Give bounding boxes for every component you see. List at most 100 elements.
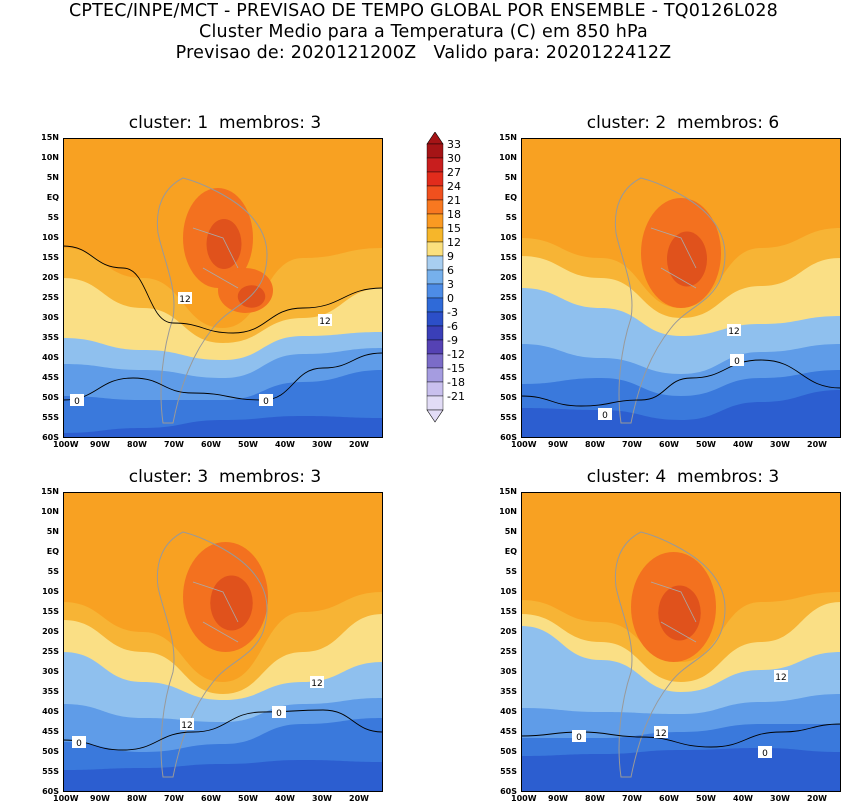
lat-tick-label: 40S <box>42 707 59 716</box>
lat-tick-label: 10S <box>500 587 517 596</box>
colorbar-top-arrow <box>426 132 444 145</box>
contour-label-box <box>774 670 788 682</box>
contour-label: 12 <box>179 295 190 305</box>
lat-tick-label: 10N <box>41 507 59 516</box>
colorbar-bottom-arrow <box>426 409 444 423</box>
lat-tick-label: 15S <box>500 253 517 262</box>
contour-line <box>521 359 841 407</box>
colorbar-label: -9 <box>447 334 458 347</box>
lat-tick-label: 45S <box>42 373 59 382</box>
lat-tick-label: 5N <box>46 527 59 536</box>
lat-tick-label: 20S <box>42 273 59 282</box>
country-borders <box>192 581 239 643</box>
contour-label-box <box>72 736 86 748</box>
lat-tick-label: 35S <box>42 687 59 696</box>
temperature-band <box>521 390 841 438</box>
lat-tick-label: 55S <box>500 413 517 422</box>
lat-tick-label: 5N <box>504 173 517 182</box>
contour-label-box <box>180 718 194 730</box>
lat-tick-label: 50S <box>500 747 517 756</box>
lat-tick-label: 40S <box>500 353 517 362</box>
colorbar-label: -15 <box>447 362 465 375</box>
lat-tick-label: 55S <box>42 767 59 776</box>
lon-tick-label: 50W <box>238 794 258 803</box>
lat-tick-label: 5S <box>47 567 59 576</box>
temperature-map: 12 12 0 0 <box>521 492 841 792</box>
header-line-2: Cluster Medio para a Temperatura (C) em … <box>199 22 648 42</box>
lon-tick-label: 60W <box>659 794 679 803</box>
temperature-band <box>63 416 383 438</box>
lon-tick-label: 50W <box>696 440 716 449</box>
lat-tick-label: 15N <box>499 487 517 496</box>
colorbar-swatch <box>426 185 444 201</box>
lon-tick-label: 50W <box>696 794 716 803</box>
lat-tick-label: 30S <box>42 667 59 676</box>
lat-tick-label: 50S <box>42 747 59 756</box>
contour-label: 0 <box>74 397 80 407</box>
map-frame <box>521 138 841 438</box>
lon-tick-label: 100W <box>53 440 79 449</box>
lon-tick-label: 50W <box>238 440 258 449</box>
coastline <box>614 531 726 778</box>
lon-tick-label: 20W <box>349 440 369 449</box>
contour-label-box <box>310 676 324 688</box>
lat-tick-label: 60S <box>500 787 517 796</box>
colorbar-swatch <box>426 199 444 215</box>
colorbar-swatch <box>426 283 444 299</box>
colorbar-swatch <box>426 353 444 369</box>
colorbar-label: -21 <box>447 390 465 403</box>
temperature-map: 12 12 0 0 <box>63 138 383 438</box>
contour-label-box <box>259 394 273 406</box>
lon-tick-label: 70W <box>622 794 642 803</box>
colorbar-swatch <box>426 241 444 257</box>
lat-tick-label: 15N <box>41 133 59 142</box>
lon-tick-label: 60W <box>659 440 679 449</box>
country-borders <box>192 227 239 289</box>
hot-core <box>210 575 253 631</box>
colorbar-label: 0 <box>447 292 454 305</box>
lat-tick-label: 25S <box>500 647 517 656</box>
colorbar-label: 15 <box>447 222 461 235</box>
lat-tick-label: 10S <box>500 233 517 242</box>
colorbar-label: 30 <box>447 152 461 165</box>
contour-label-box <box>727 324 741 336</box>
lon-tick-label: 40W <box>275 794 295 803</box>
lat-tick-label: 30S <box>42 313 59 322</box>
contour-label: 12 <box>319 317 330 327</box>
contour-label-box <box>598 408 612 420</box>
lat-tick-label: 10N <box>499 153 517 162</box>
colorbar-swatch <box>426 381 444 397</box>
colorbar-label: 21 <box>447 194 461 207</box>
contour-label-box <box>572 730 586 742</box>
colorbar-label: 9 <box>447 250 454 263</box>
colorbar-label: -18 <box>447 376 465 389</box>
contour-label: 0 <box>276 709 282 719</box>
lat-tick-label: 25S <box>42 293 59 302</box>
colorbar-label: 18 <box>447 208 461 221</box>
lat-tick-label: 45S <box>42 727 59 736</box>
lon-tick-label: 100W <box>53 794 79 803</box>
temperature-band <box>63 760 383 792</box>
lat-tick-label: 15S <box>42 253 59 262</box>
lat-tick-label: 30S <box>500 667 517 676</box>
lon-tick-label: 30W <box>770 794 790 803</box>
lat-tick-label: 15N <box>499 133 517 142</box>
lat-tick-label: EQ <box>46 547 59 556</box>
lat-tick-label: 40S <box>500 707 517 716</box>
colorbar-swatch <box>426 339 444 355</box>
lon-tick-label: 30W <box>312 440 332 449</box>
lat-tick-label: 35S <box>500 333 517 342</box>
panel-title: cluster: 2 membros: 6 <box>586 113 780 133</box>
contour-label-box <box>758 746 772 758</box>
colorbar-swatch <box>426 171 444 187</box>
contour-label: 0 <box>762 749 768 759</box>
lon-tick-label: 40W <box>733 794 753 803</box>
contour-label: 0 <box>576 733 582 743</box>
lat-tick-label: 10S <box>42 233 59 242</box>
lat-tick-label: 50S <box>500 393 517 402</box>
lat-tick-label: 10N <box>41 153 59 162</box>
colorbar-label: 24 <box>447 180 461 193</box>
lat-tick-label: 45S <box>500 373 517 382</box>
lon-tick-label: 90W <box>548 440 568 449</box>
